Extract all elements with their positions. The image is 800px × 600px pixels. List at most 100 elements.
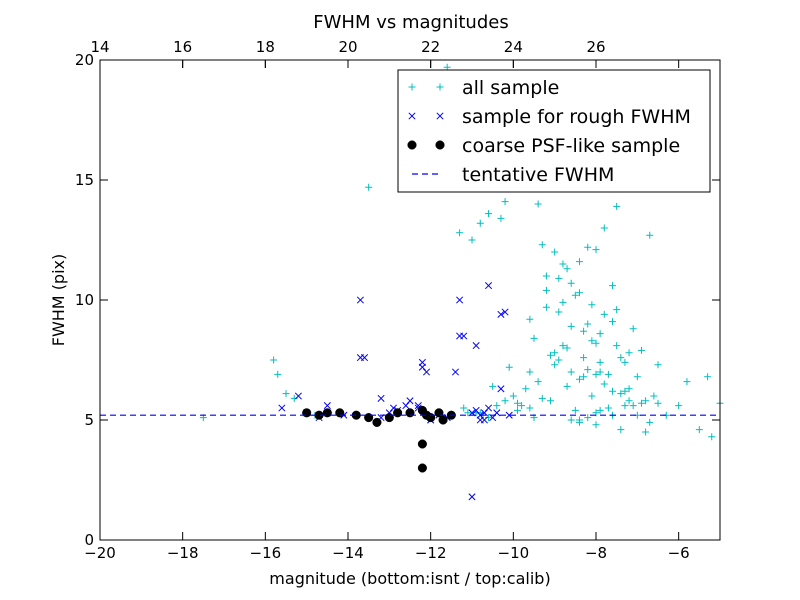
point-all-sample (542, 303, 550, 311)
point-all-sample (551, 361, 559, 369)
point-all-sample (575, 375, 583, 383)
point-all-sample (460, 404, 468, 412)
point-all-sample (683, 378, 691, 386)
point-all-sample (584, 320, 592, 328)
point-all-sample (617, 354, 625, 362)
point-all-sample (596, 368, 604, 376)
point-coarse-psf-like-sample (372, 417, 382, 427)
point-coarse-psf-like-sample (322, 408, 332, 418)
point-all-sample (613, 342, 621, 350)
point-all-sample (571, 291, 579, 299)
point-all-sample (588, 337, 596, 345)
point-coarse-psf-like-sample (384, 413, 394, 423)
point-coarse-psf-like-sample (438, 415, 448, 425)
point-all-sample (538, 394, 546, 402)
point-all-sample (270, 356, 278, 364)
point-all-sample (522, 385, 530, 393)
point-coarse-psf-like-sample (302, 408, 312, 418)
point-all-sample (580, 327, 588, 335)
point-all-sample (464, 409, 472, 417)
legend-swatch-coarse-psf-like-sample (407, 140, 417, 150)
point-all-sample (650, 392, 658, 400)
point-all-sample (555, 308, 563, 316)
point-all-sample (501, 397, 509, 405)
point-sample-for-rough-fwhm (456, 296, 464, 304)
point-all-sample (575, 289, 583, 297)
point-all-sample (559, 260, 567, 268)
point-all-sample (621, 402, 629, 410)
point-all-sample (592, 246, 600, 254)
point-all-sample (575, 418, 583, 426)
x-tick-label: −14 (332, 544, 364, 562)
point-all-sample (613, 306, 621, 314)
point-coarse-psf-like-sample (405, 408, 415, 418)
x-tick-label: −10 (498, 544, 530, 562)
point-all-sample (654, 361, 662, 369)
point-all-sample (551, 248, 559, 256)
point-all-sample (621, 387, 629, 395)
point-sample-for-rough-fwhm (468, 493, 476, 501)
point-all-sample (609, 282, 617, 290)
point-all-sample (563, 382, 571, 390)
point-all-sample (600, 310, 608, 318)
y-tick-label: 20 (75, 51, 94, 69)
legend-label-coarse-psf-like-sample: coarse PSF-like sample (462, 135, 680, 157)
point-all-sample (567, 368, 575, 376)
chart-title: FWHM vs magnitudes (313, 12, 508, 33)
point-all-sample (704, 373, 712, 381)
legend-swatch-sample-for-rough-fwhm (436, 112, 444, 120)
point-all-sample (518, 402, 526, 410)
point-all-sample (629, 325, 637, 333)
legend-swatch-sample-for-rough-fwhm (408, 112, 416, 120)
point-all-sample (613, 202, 621, 210)
point-all-sample (708, 433, 716, 441)
point-all-sample (456, 229, 464, 237)
point-all-sample (584, 366, 592, 374)
y-tick-label: 10 (75, 291, 94, 309)
y-tick-label: 15 (75, 171, 94, 189)
legend-label-all-sample: all sample (462, 77, 559, 99)
point-all-sample (625, 385, 633, 393)
point-sample-for-rough-fwhm (278, 404, 286, 412)
point-sample-for-rough-fwhm (406, 397, 414, 405)
point-all-sample (571, 406, 579, 414)
point-all-sample (642, 428, 650, 436)
point-all-sample (513, 406, 521, 414)
x-top-tick-label: 24 (504, 38, 523, 56)
point-all-sample (596, 330, 604, 338)
point-all-sample (604, 370, 612, 378)
point-all-sample (551, 349, 559, 357)
point-sample-for-rough-fwhm (472, 342, 480, 350)
x-tick-label: −12 (415, 544, 447, 562)
point-all-sample (567, 416, 575, 424)
legend-box (397, 69, 711, 193)
point-all-sample (538, 241, 546, 249)
point-coarse-psf-like-sample (393, 408, 403, 418)
point-all-sample (621, 358, 629, 366)
point-all-sample (600, 224, 608, 232)
point-all-sample (596, 358, 604, 366)
point-all-sample (584, 414, 592, 422)
point-all-sample (547, 397, 555, 405)
point-all-sample (629, 402, 637, 410)
point-all-sample (526, 368, 534, 376)
point-sample-for-rough-fwhm (505, 411, 513, 419)
point-sample-for-rough-fwhm (476, 416, 484, 424)
point-all-sample (526, 404, 534, 412)
legend-swatch-all-sample (436, 83, 444, 91)
point-all-sample (513, 399, 521, 407)
point-all-sample (559, 298, 567, 306)
point-all-sample (600, 380, 608, 388)
point-all-sample (489, 382, 497, 390)
y-tick-label: 5 (84, 411, 94, 429)
point-all-sample (526, 315, 534, 323)
point-sample-for-rough-fwhm (456, 332, 464, 340)
point-coarse-psf-like-sample (417, 439, 427, 449)
x-tick-label: −20 (84, 544, 116, 562)
x-top-tick-label: 22 (421, 38, 440, 56)
point-all-sample (646, 231, 654, 239)
point-all-sample (654, 399, 662, 407)
point-coarse-psf-like-sample (364, 413, 374, 423)
point-all-sample (695, 426, 703, 434)
point-sample-for-rough-fwhm (418, 363, 426, 371)
